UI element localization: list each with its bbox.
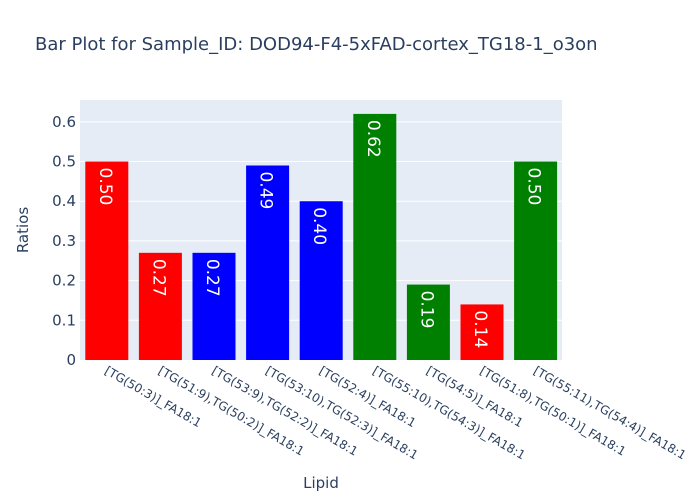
x-axis-title: Lipid [303,474,339,492]
bar [138,252,182,360]
y-tick-label: 0.6 [52,113,76,131]
chart-title: Bar Plot for Sample_ID: DOD94-F4-5xFAD-c… [35,34,598,55]
bar [192,252,236,360]
bar [246,165,290,360]
bar-value-label: 0.50 [95,168,115,206]
y-tick-label: 0.1 [52,311,76,329]
y-tick-label: 0.2 [52,272,76,290]
bar-value-label: 0.27 [148,259,168,297]
bar [406,284,450,360]
y-axis-ticks: 0 0.1 0.2 0.3 0.4 0.5 0.6 [52,113,76,369]
y-axis-title: Ratios [14,207,32,254]
bar-value-label: 0.62 [363,120,383,158]
bar-value-labels: 0.50 0.27 0.27 0.49 0.40 0.62 0.19 0.14 0.50 [95,120,544,348]
y-tick-label: 0 [66,351,76,369]
y-tick-label: 0.5 [52,153,76,171]
bar-value-label: 0.50 [524,168,544,206]
bar [299,201,343,360]
bar [85,161,129,360]
x-tick-label: [TG(50:3)]_FA18:1 [102,363,204,430]
bar-value-label: 0.27 [202,259,222,297]
bar-value-label: 0.14 [470,310,490,348]
x-axis-ticks: [TG(50:3)]_FA18:1[TG(51:9),TG(50:2)]_FA1… [102,363,688,462]
bars [85,113,558,360]
y-tick-label: 0.4 [52,192,76,210]
bar [460,304,504,360]
bar [514,161,558,360]
bar-value-label: 0.40 [309,207,329,245]
y-tick-label: 0.3 [52,232,76,250]
bar-value-label: 0.49 [256,171,276,209]
bar-value-label: 0.19 [416,291,436,329]
bar [353,113,397,360]
